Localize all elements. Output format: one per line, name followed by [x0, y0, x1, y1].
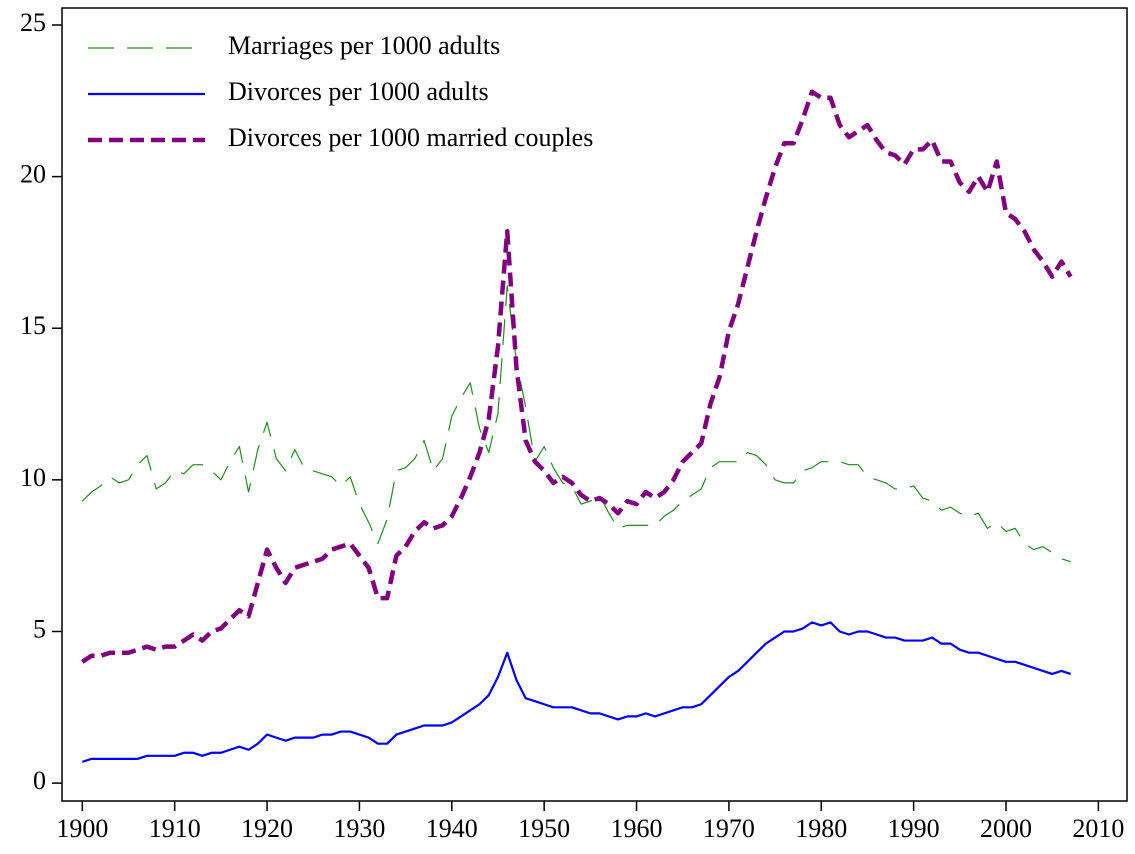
- series-line: [81, 89, 1073, 664]
- series-line: [81, 621, 1072, 763]
- x-tick-label: 1980: [795, 814, 847, 843]
- plot-frame: [61, 7, 1128, 802]
- x-tick-label: 1960: [611, 814, 663, 843]
- y-tick-label: 15: [20, 311, 46, 340]
- x-tick-label: 1990: [888, 814, 940, 843]
- x-tick-label: 1910: [149, 814, 201, 843]
- y-tick-label: 5: [33, 614, 46, 643]
- y-tick-label: 10: [20, 463, 46, 492]
- y-tick-label: 25: [20, 8, 46, 37]
- x-tick-label: 1950: [518, 814, 570, 843]
- y-tick-label: 0: [33, 766, 46, 795]
- x-tick-label: 1970: [703, 814, 755, 843]
- x-tick-label: 1920: [241, 814, 293, 843]
- x-tick-label: 1930: [333, 814, 385, 843]
- y-tick-label: 20: [20, 160, 46, 189]
- x-tick-label: 1940: [426, 814, 478, 843]
- x-tick-label: 2010: [1072, 814, 1124, 843]
- x-tick-label: 2000: [980, 814, 1032, 843]
- x-tick-label: 1900: [56, 814, 108, 843]
- legend-label: Marriages per 1000 adults: [228, 31, 500, 60]
- legend-label: Divorces per 1000 adults: [228, 77, 489, 106]
- legend-label: Divorces per 1000 married couples: [228, 123, 593, 152]
- series-line: [81, 285, 1071, 563]
